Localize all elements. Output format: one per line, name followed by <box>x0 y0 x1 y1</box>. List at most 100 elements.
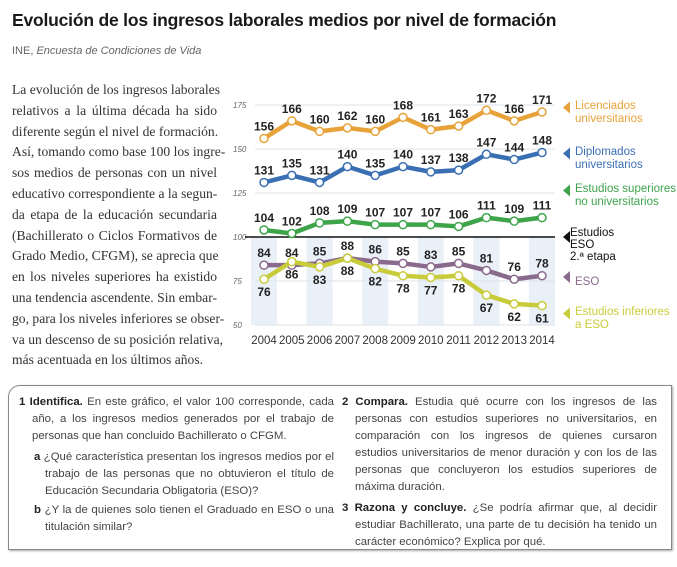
x-tick-label: 2007 <box>335 335 361 347</box>
legend-marker <box>563 307 570 320</box>
data-point <box>342 123 353 133</box>
data-label: 108 <box>310 204 330 218</box>
exercise-text: En este gráfico, el valor 100 correspond… <box>32 396 334 442</box>
data-point <box>481 105 492 116</box>
legend-label: universitarios <box>575 113 643 125</box>
data-point <box>537 270 547 281</box>
exercise-3: 3 Razona y concluye. ¿Se podría afirmar … <box>342 500 657 551</box>
data-label: 104 <box>254 211 274 225</box>
legend-marker <box>563 271 570 283</box>
legend-marker <box>563 147 570 160</box>
data-label: 144 <box>504 141 524 155</box>
data-point <box>370 263 380 274</box>
data-point <box>398 270 408 281</box>
data-label: 137 <box>421 153 441 167</box>
paragraph-line: relativos a la última década ha sido <box>12 102 217 118</box>
data-point <box>426 262 436 272</box>
data-point <box>259 177 269 188</box>
legend-label: ESO <box>570 239 594 251</box>
exercise-1: 1 Identifica. En este gráfico, el valor … <box>19 394 334 445</box>
legend-label: a ESO <box>575 319 609 331</box>
data-point <box>259 274 269 284</box>
x-tick-label: 2012 <box>474 335 500 347</box>
data-label: 148 <box>532 134 552 148</box>
paragraph-line: La evolución de los ingresos laborales <box>12 82 221 97</box>
data-label: 109 <box>337 202 357 216</box>
data-label: 78 <box>452 282 466 296</box>
data-point <box>259 133 269 144</box>
paragraph-line: en los niveles superiores ha existido <box>12 269 217 285</box>
data-point <box>509 299 519 309</box>
exercise-number: 2 <box>342 396 349 408</box>
data-label: 131 <box>254 163 274 177</box>
data-point <box>453 221 464 232</box>
legend-label: universitarios <box>575 159 643 171</box>
data-point <box>287 228 297 239</box>
data-point <box>370 126 380 137</box>
exercise-2: 2 Compara. Estudia qué ocurre con los in… <box>342 394 657 496</box>
data-label: 85 <box>452 244 466 258</box>
data-label: 166 <box>504 102 524 116</box>
data-point <box>370 219 380 230</box>
data-point <box>314 126 325 137</box>
data-point <box>453 258 464 269</box>
data-point <box>342 161 353 172</box>
data-point <box>398 112 408 123</box>
exercise-letter: b <box>34 504 41 516</box>
x-tick-label: 2011 <box>446 335 471 347</box>
data-point <box>481 290 492 300</box>
x-tick-label: 2008 <box>362 335 388 347</box>
data-point <box>342 253 353 263</box>
page-title: Evolución de los ingresos laborales medi… <box>12 10 557 30</box>
data-label: 111 <box>477 199 496 213</box>
data-label: 83 <box>424 248 438 262</box>
data-label: 86 <box>285 268 299 282</box>
data-label: 88 <box>341 264 355 278</box>
x-tick-label: 2013 <box>501 335 527 347</box>
data-label: 162 <box>337 109 357 123</box>
data-label: 102 <box>282 214 302 228</box>
data-point <box>314 218 325 228</box>
data-label: 85 <box>396 244 410 258</box>
x-tick-label: 2006 <box>307 335 333 347</box>
data-label: 172 <box>476 91 496 105</box>
y-tick-label: 75 <box>233 277 242 286</box>
paragraph-line: go, para los niveles inferiores se obser… <box>12 310 225 326</box>
paragraph-line: (Bachillerato o Ciclos Formativos de <box>12 227 217 243</box>
legend-label: 2.ª etapa <box>570 251 616 263</box>
legend-label: Licenciados <box>575 100 636 112</box>
data-label: 86 <box>369 243 383 257</box>
exercises-box: 1 Identifica. En este gráfico, el valor … <box>8 385 672 550</box>
data-label: 171 <box>532 93 552 107</box>
data-point <box>426 272 436 283</box>
exercise-text: ¿Se podría afirmar que, al decidir estud… <box>355 502 657 548</box>
source-caption: INE, Encuesta de Condiciones de Vida <box>12 45 201 57</box>
exercise-1a: a ¿Qué característica presentan los ingr… <box>19 449 334 500</box>
data-point <box>453 270 464 281</box>
legend-label: Estudios <box>570 227 614 239</box>
paragraph-line: va un descenso de su posición relativa, <box>12 331 224 347</box>
data-label: 156 <box>254 119 274 133</box>
data-label: 131 <box>310 163 330 177</box>
y-tick-label: 50 <box>233 321 242 330</box>
data-label: 88 <box>341 239 355 253</box>
data-point <box>509 274 519 284</box>
exercise-1b: b ¿Y la de quienes solo tienen el Gradua… <box>19 502 334 536</box>
paragraph-line: diferente según el nivel de formación. <box>12 123 219 139</box>
x-tick-label: 2010 <box>418 335 444 347</box>
data-label: 61 <box>535 312 549 326</box>
exercises-right-column: 2 Compara. Estudia qué ocurre con los in… <box>342 394 657 555</box>
data-label: 82 <box>369 275 383 289</box>
x-tick-label: 2014 <box>529 335 555 347</box>
data-label: 106 <box>449 207 469 221</box>
data-label: 67 <box>480 301 494 315</box>
data-point <box>537 107 547 117</box>
x-tick-label: 2009 <box>390 335 416 347</box>
legend-label: Estudios inferiores <box>575 306 670 318</box>
paragraph-line: Así, tomando como base 100 los ingre- <box>12 144 226 160</box>
data-point <box>259 260 269 270</box>
paragraph-line: una tendencia ascendente. Sin embar- <box>12 289 217 305</box>
data-label: 160 <box>365 112 385 126</box>
data-label: 85 <box>313 244 327 258</box>
exercise-number: 1 <box>19 396 26 408</box>
